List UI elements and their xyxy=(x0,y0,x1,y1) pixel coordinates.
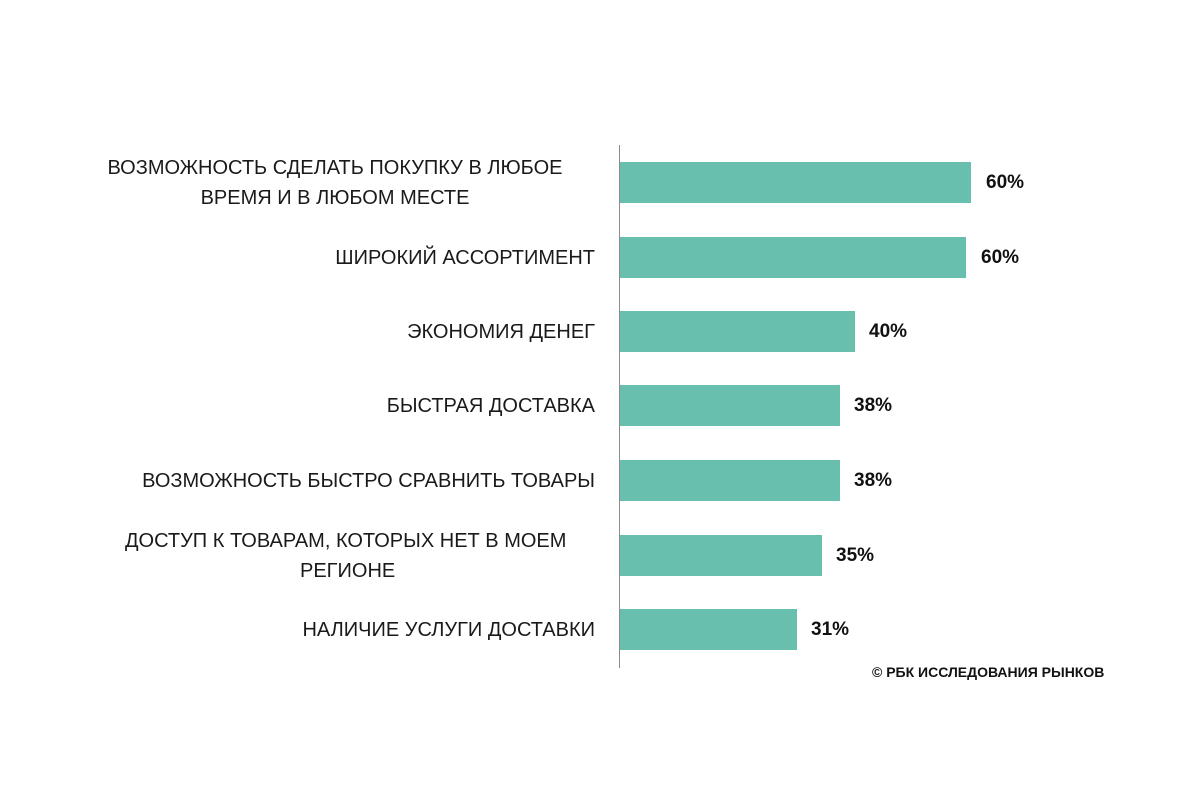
category-label-line: РЕГИОНЕ xyxy=(300,559,396,582)
chart-row: ВОЗМОЖНОСТЬ СДЕЛАТЬ ПОКУПКУ В ЛЮБОЕ ВРЕМ… xyxy=(0,157,1200,209)
value-label: 38% xyxy=(854,394,893,416)
chart-row: БЫСТРАЯ ДОСТАВКА 38% xyxy=(0,385,1200,426)
bar xyxy=(620,609,797,650)
value-label: 40% xyxy=(869,320,908,342)
bar xyxy=(620,162,971,203)
category-label-line: ВОЗМОЖНОСТЬ СДЕЛАТЬ ПОКУПКУ В ЛЮБОЕ xyxy=(107,156,563,179)
source-credit: © РБК ИССЛЕДОВАНИЯ РЫНКОВ xyxy=(872,664,1105,680)
bar xyxy=(620,535,822,576)
value-label: 31% xyxy=(811,618,850,640)
value-label: 35% xyxy=(836,544,875,566)
category-label: ВОЗМОЖНОСТЬ СДЕЛАТЬ ПОКУПКУ В ЛЮБОЕ ВРЕМ… xyxy=(75,153,595,213)
category-label-line: ВРЕМЯ И В ЛЮБОМ МЕСТЕ xyxy=(200,186,470,209)
chart-row: ВОЗМОЖНОСТЬ БЫСТРО СРАВНИТЬ ТОВАРЫ 38% xyxy=(0,460,1200,501)
bar xyxy=(620,385,840,426)
value-label: 60% xyxy=(981,246,1020,268)
chart-row: НАЛИЧИЕ УСЛУГИ ДОСТАВКИ 31% xyxy=(0,609,1200,650)
chart-row: ЭКОНОМИЯ ДЕНЕГ 40% xyxy=(0,311,1200,352)
chart-row: ДОСТУП К ТОВАРАМ, КОТОРЫХ НЕТ В МОЕМ РЕГ… xyxy=(0,530,1200,582)
category-label-line: ДОСТУП К ТОВАРАМ, КОТОРЫХ НЕТ В МОЕМ xyxy=(125,529,567,552)
chart-row: ШИРОКИЙ АССОРТИМЕНТ 60% xyxy=(0,237,1200,278)
category-label: НАЛИЧИЕ УСЛУГИ ДОСТАВКИ xyxy=(302,618,595,641)
value-label: 60% xyxy=(986,171,1025,193)
bar xyxy=(620,237,966,278)
category-label: БЫСТРАЯ ДОСТАВКА xyxy=(386,394,595,417)
bar xyxy=(620,311,855,352)
y-axis-line xyxy=(619,145,620,668)
category-label: ДОСТУП К ТОВАРАМ, КОТОРЫХ НЕТ В МОЕМ РЕГ… xyxy=(125,526,595,586)
category-label: ЭКОНОМИЯ ДЕНЕГ xyxy=(407,320,595,343)
category-label: ВОЗМОЖНОСТЬ БЫСТРО СРАВНИТЬ ТОВАРЫ xyxy=(142,469,595,492)
category-label: ШИРОКИЙ АССОРТИМЕНТ xyxy=(335,246,595,269)
bar xyxy=(620,460,840,501)
value-label: 38% xyxy=(854,469,893,491)
